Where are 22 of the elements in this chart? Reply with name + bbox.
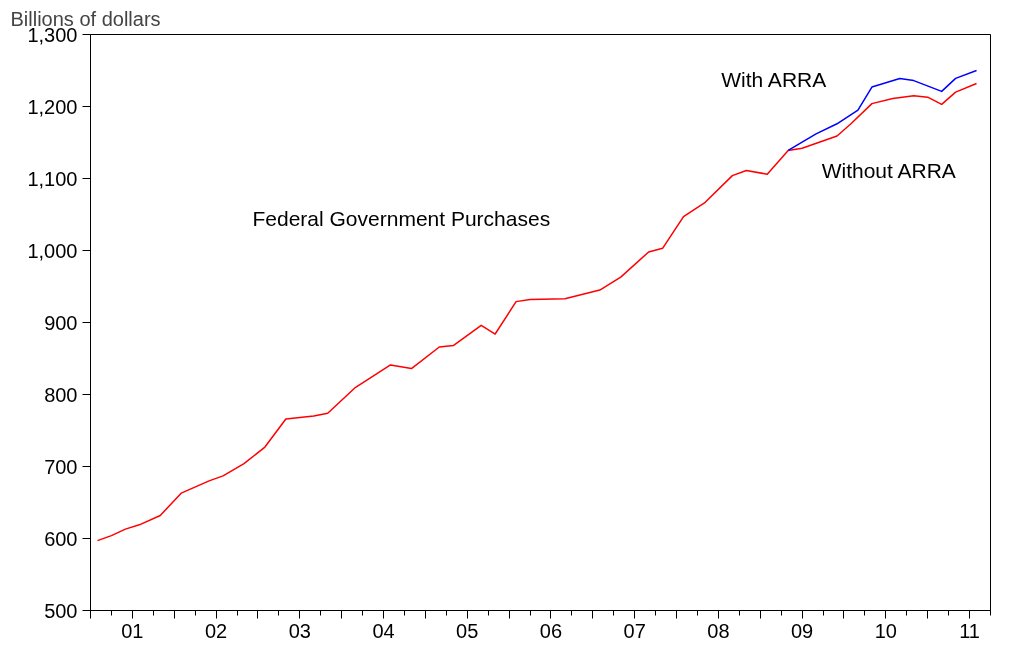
x-tick-label: 01 — [121, 619, 144, 642]
y-tick-label: 500 — [44, 599, 78, 622]
y-tick-label: 800 — [44, 383, 78, 406]
y-tick-label: 1,000 — [27, 239, 78, 262]
x-tick-label: 11 — [959, 619, 980, 642]
x-tick-label: 05 — [456, 619, 479, 642]
x-tick-label: 02 — [204, 619, 228, 642]
y-tick-label: 600 — [44, 527, 78, 550]
y-tick-label: 1,100 — [27, 167, 78, 190]
x-tick-label: 09 — [791, 619, 814, 642]
x-tick-label: 07 — [623, 619, 646, 642]
y-tick-label: 900 — [44, 311, 78, 334]
y-tick-label: 1,200 — [27, 95, 78, 118]
annotation: Federal Government Purchases — [252, 207, 551, 231]
x-tick-label: 04 — [372, 619, 395, 642]
x-tick-label: 10 — [874, 619, 897, 642]
series-label: With ARRA — [721, 67, 827, 91]
x-tick-label: 06 — [539, 619, 563, 642]
series-label: Without ARRA — [821, 159, 956, 183]
x-tick-label: 08 — [707, 619, 730, 642]
x-tick-label: 03 — [288, 619, 311, 642]
y-tick-label: 700 — [44, 455, 78, 478]
